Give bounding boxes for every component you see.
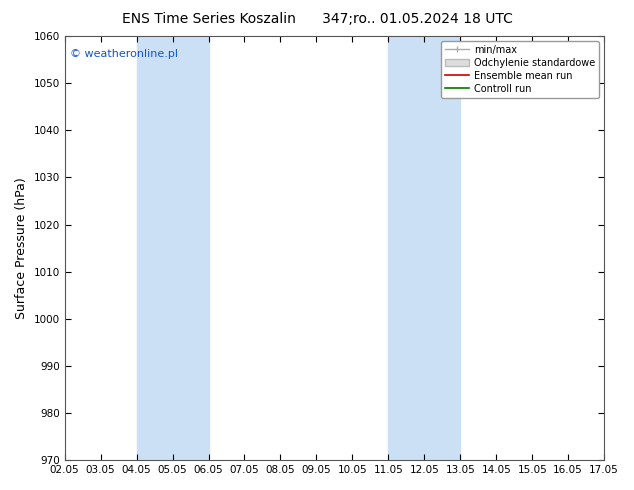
Y-axis label: Surface Pressure (hPa): Surface Pressure (hPa) <box>15 177 28 319</box>
Legend: min/max, Odchylenie standardowe, Ensemble mean run, Controll run: min/max, Odchylenie standardowe, Ensembl… <box>441 41 599 98</box>
Text: © weatheronline.pl: © weatheronline.pl <box>70 49 178 59</box>
Bar <box>389 36 460 460</box>
Bar <box>136 36 209 460</box>
Text: ENS Time Series Koszalin      347;ro.. 01.05.2024 18 UTC: ENS Time Series Koszalin 347;ro.. 01.05.… <box>122 12 512 26</box>
